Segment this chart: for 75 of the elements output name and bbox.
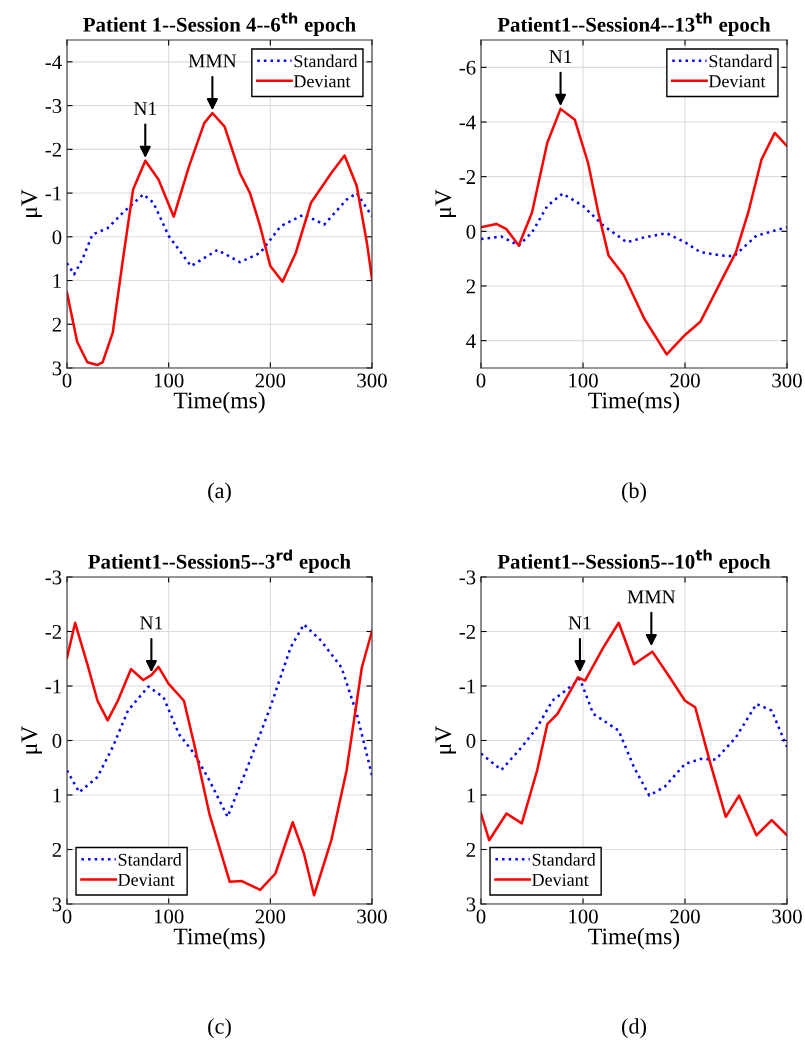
annotation: N1	[568, 616, 591, 630]
x-tick-label: 0	[476, 909, 486, 924]
y-tick-label: 0	[52, 733, 62, 748]
legend-label: Deviant	[118, 873, 175, 886]
y-axis-title: μV	[21, 725, 43, 754]
y-tick-label: 3	[466, 897, 476, 912]
x-tick-label: 200	[255, 909, 286, 924]
legend-label: Deviant	[708, 75, 766, 88]
legend-label: Standard	[532, 853, 596, 866]
y-axis-title: μV	[21, 189, 43, 217]
y-tick-label: 0	[466, 733, 476, 748]
y-tick-label: 0	[466, 224, 476, 239]
y-tick-label: 2	[466, 279, 475, 294]
x-axis-title: Time(ms)	[173, 391, 265, 414]
x-tick-label: 100	[569, 373, 598, 388]
line-series	[481, 677, 787, 797]
annotation: MMN	[188, 54, 237, 68]
y-tick-label: -4	[45, 55, 62, 70]
y-axis-title: μV	[435, 725, 457, 754]
y-tick-label: 0	[52, 230, 62, 245]
y-tick-label: -1	[45, 186, 61, 201]
x-axis-title: Time(ms)	[588, 927, 680, 950]
x-tick-label: 300	[772, 373, 802, 388]
x-tick-label: 100	[569, 909, 598, 924]
legend-label: Deviant	[532, 873, 589, 886]
y-tick-label: 2	[52, 842, 61, 857]
y-tick-label: 1	[467, 788, 475, 803]
legend-label: Standard	[294, 54, 358, 68]
x-tick-label: 300	[772, 909, 802, 924]
y-tick-label: 3	[52, 897, 62, 912]
y-tick-label: 2	[52, 317, 61, 332]
line-series	[67, 191, 372, 276]
y-tick-label: 3	[52, 361, 62, 376]
y-tick-label: 1	[53, 274, 61, 288]
y-tick-label: 4	[466, 334, 476, 348]
y-tick-label: -2	[45, 624, 61, 639]
legend-label: Standard	[709, 54, 773, 68]
y-tick-label: -1	[45, 679, 61, 694]
legend-label: Deviant	[293, 75, 351, 88]
annotation: N1	[133, 102, 156, 115]
x-tick-label: 300	[357, 909, 387, 924]
line-series	[481, 107, 787, 356]
y-tick-label: -1	[459, 679, 475, 694]
y-tick-label: -2	[459, 170, 475, 184]
y-tick-label: -2	[459, 624, 475, 639]
x-tick-label: 300	[357, 373, 387, 388]
annotation: N1	[549, 50, 572, 64]
chart-title: Patient 1--Session 4--6$^{th}$ epoch	[83, 12, 356, 36]
x-tick-label: 100	[154, 373, 184, 388]
annotation: MMN	[627, 590, 676, 604]
y-axis-title: μV	[435, 189, 457, 217]
chart-title: Patient1--Session4--13$^{th}$ epoch	[497, 12, 771, 36]
text: (a)	[208, 482, 231, 503]
y-tick-label: -3	[45, 99, 62, 114]
chart-title: Patient1--Session5--10$^{th}$ epoch	[497, 549, 771, 573]
x-tick-label: 100	[154, 909, 184, 924]
x-tick-label: 200	[670, 909, 700, 924]
text: (b)	[622, 482, 646, 503]
legend-label: Standard	[118, 853, 182, 866]
y-tick-label: 1	[53, 788, 61, 803]
y-tick-label: -2	[45, 142, 61, 157]
x-tick-label: 200	[670, 373, 700, 388]
text: (c)	[208, 1018, 231, 1039]
y-tick-label: 2	[466, 842, 475, 857]
x-tick-label: 0	[476, 373, 486, 388]
y-tick-label: -4	[459, 115, 476, 130]
x-axis-title: Time(ms)	[588, 391, 680, 414]
x-axis-title: Time(ms)	[173, 927, 265, 950]
y-tick-label: -3	[459, 570, 476, 585]
y-tick-label: -6	[459, 60, 476, 75]
x-tick-label: 200	[255, 373, 286, 388]
chart-title: Patient1--Session5--3$^{rd}$ epoch	[88, 549, 351, 573]
y-tick-label: -3	[45, 570, 62, 585]
annotation: N1	[140, 616, 163, 630]
text: (d)	[622, 1018, 646, 1039]
